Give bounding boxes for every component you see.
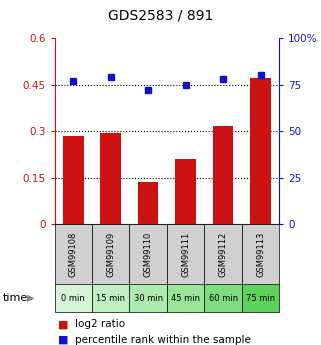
Bar <box>138 182 159 224</box>
Text: 45 min: 45 min <box>171 294 200 303</box>
Text: ■: ■ <box>58 335 68 345</box>
Bar <box>204 224 242 285</box>
Text: GSM99108: GSM99108 <box>69 232 78 277</box>
Bar <box>92 284 129 312</box>
Bar <box>167 224 204 285</box>
Text: ▶: ▶ <box>27 293 35 303</box>
Text: GSM99112: GSM99112 <box>219 232 228 277</box>
Bar <box>55 284 92 312</box>
Bar <box>100 132 121 224</box>
Text: time: time <box>3 293 29 303</box>
Text: 75 min: 75 min <box>246 294 275 303</box>
Bar <box>242 284 279 312</box>
Bar <box>92 224 129 285</box>
Bar <box>167 284 204 312</box>
Bar <box>242 224 279 285</box>
Text: GDS2583 / 891: GDS2583 / 891 <box>108 9 213 22</box>
Bar <box>213 126 233 224</box>
Bar <box>175 159 196 224</box>
Text: 30 min: 30 min <box>134 294 163 303</box>
Text: GSM99110: GSM99110 <box>144 232 153 277</box>
Text: ■: ■ <box>58 319 68 329</box>
Text: percentile rank within the sample: percentile rank within the sample <box>75 335 251 345</box>
Bar <box>55 224 92 285</box>
Text: GSM99111: GSM99111 <box>181 232 190 277</box>
Text: log2 ratio: log2 ratio <box>75 319 126 329</box>
Text: GSM99109: GSM99109 <box>106 232 115 277</box>
Text: 0 min: 0 min <box>61 294 85 303</box>
Text: 60 min: 60 min <box>209 294 238 303</box>
Text: GSM99113: GSM99113 <box>256 232 265 277</box>
Text: 15 min: 15 min <box>96 294 125 303</box>
Bar <box>129 284 167 312</box>
Bar <box>250 78 271 224</box>
Bar <box>204 284 242 312</box>
Bar <box>129 224 167 285</box>
Bar <box>63 136 83 224</box>
